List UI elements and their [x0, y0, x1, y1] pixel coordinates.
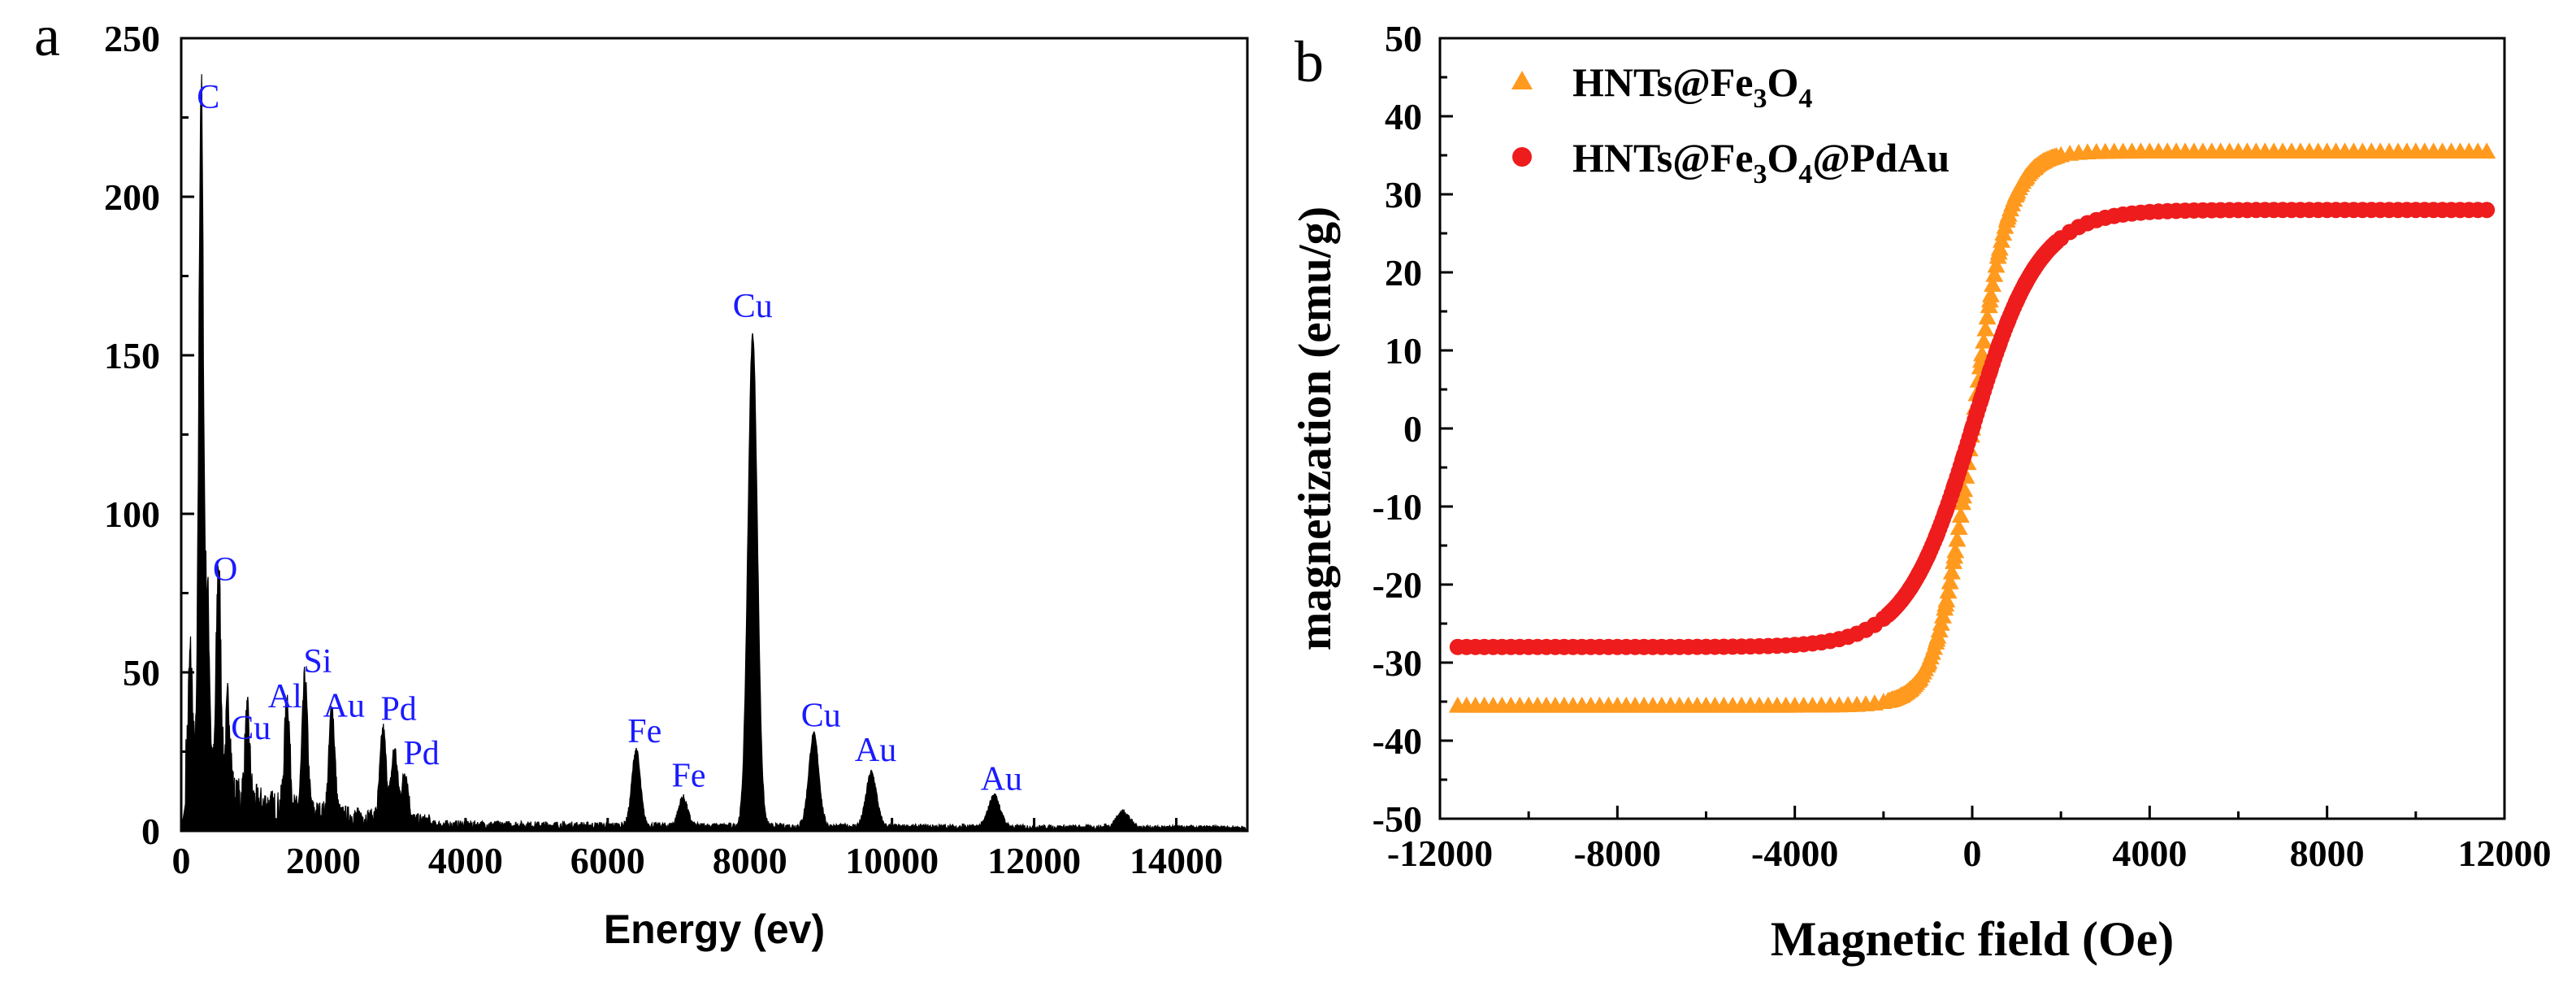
data-point [1939, 582, 1958, 599]
data-point [1949, 519, 1968, 535]
peak-label-fe: Fe [672, 757, 706, 794]
x-tick-label-a: 4000 [428, 840, 503, 881]
data-point [1976, 320, 1995, 337]
x-tick-label-a: 10000 [845, 840, 939, 881]
y-tick-label-b: 50 [1385, 18, 1422, 59]
legend-marker [1512, 147, 1532, 167]
y-tick-label-a: 50 [123, 652, 160, 694]
spectrum-trace [180, 74, 1247, 832]
peak-label-cu: Cu [231, 710, 271, 747]
x-tick-label-a: 14000 [1130, 840, 1223, 881]
data-point [1978, 308, 1997, 325]
data-point [1985, 265, 2004, 282]
x-tick-label-a: 0 [172, 840, 191, 881]
peak-label-cu: Cu [801, 697, 841, 734]
peak-label-al: Al [268, 678, 302, 715]
y-axis-label-b: magnetization (emu/g) [1290, 207, 1341, 650]
y-tick-label-b: 40 [1385, 96, 1422, 137]
data-point [1948, 530, 1967, 547]
y-tick-label-a: 100 [104, 494, 160, 535]
x-tick-label-a: 8000 [713, 840, 787, 881]
y-tick-label-b: 30 [1385, 174, 1422, 215]
x-tick-label-a: 12000 [987, 840, 1081, 881]
legend-marker [1511, 71, 1533, 89]
panel-a-label: a [34, 3, 60, 68]
x-tick-label-b: -8000 [1574, 833, 1661, 874]
x-tick-label-b: -12000 [1387, 833, 1493, 874]
peak-label-fe: Fe [627, 713, 661, 750]
x-tick-label-a: 2000 [286, 840, 361, 881]
y-tick-label-b: 10 [1385, 330, 1422, 372]
legend-label: HNTs@Fe3O4@PdAu [1572, 135, 1949, 189]
data-point [1937, 591, 1956, 608]
peak-label-cu: Cu [733, 288, 773, 325]
x-tick-label-b: -4000 [1751, 833, 1838, 874]
data-point [2478, 142, 2496, 159]
x-tick-label-b: 8000 [2290, 833, 2365, 874]
x-tick-label-b: 12000 [2458, 833, 2552, 874]
peak-label-c: C [197, 79, 219, 116]
peak-label-pd: Pd [380, 691, 416, 728]
plot-b-axes: -12000 -8000 -4000 0 4000 8000 12000 -50 -40 -30 -… [1373, 18, 2552, 874]
data-point [1984, 276, 2002, 292]
series-hnts-fe3o4-pdau [1449, 202, 2496, 655]
hysteresis-curves [1448, 142, 2496, 713]
data-point [1941, 573, 1959, 589]
plot-a-axes: 0 2000 4000 6000 8000 10000 12000 14000 0 50 100 15… [104, 18, 1223, 881]
peak-label-o: O [213, 551, 237, 589]
y-tick-label-b: -10 [1373, 486, 1422, 528]
x-tick-label-b: 0 [1963, 833, 1982, 874]
data-point [1951, 507, 1970, 523]
peak-label-si: Si [303, 643, 332, 680]
legend-label: HNTs@Fe3O4 [1572, 59, 1812, 114]
peak-label-pd: Pd [403, 735, 439, 772]
y-tick-label-b: -30 [1373, 642, 1422, 684]
peak-label-au: Au [855, 732, 896, 769]
data-point [1975, 332, 1993, 349]
data-point [2478, 202, 2496, 219]
panel-b: b -12000 -8000 -4000 0 4000 8000 12000 -50 -40 -3… [1290, 18, 2552, 966]
y-tick-label-a: 250 [104, 18, 160, 59]
x-axis-label-b: Magnetic field (Oe) [1771, 912, 2175, 966]
y-tick-label-b: 20 [1385, 252, 1422, 293]
y-tick-label-a: 200 [104, 176, 160, 218]
y-tick-label-b: -50 [1373, 798, 1422, 840]
y-tick-label-a: 150 [104, 335, 160, 376]
data-point [1987, 256, 2006, 273]
peak-label-au: Au [981, 760, 1022, 798]
peak-label-au: Au [323, 688, 365, 725]
y-tick-label-a: 0 [141, 811, 160, 852]
y-tick-label-b: -40 [1373, 720, 1422, 762]
legend: HNTs@Fe3O4 HNTs@Fe3O4@PdAu [1511, 59, 1949, 189]
data-point [1942, 563, 1961, 580]
eds-spectrum [180, 74, 1247, 832]
x-tick-label-a: 6000 [570, 840, 645, 881]
y-tick-label-b: 0 [1403, 408, 1422, 450]
x-axis-label-a: Energy (ev) [604, 907, 825, 952]
y-tick-label-b: -20 [1373, 564, 1422, 606]
data-point [1981, 285, 2000, 302]
data-point [1946, 541, 1965, 559]
x-tick-label-b: 4000 [2112, 833, 2187, 874]
panel-b-label: b [1295, 29, 1324, 94]
